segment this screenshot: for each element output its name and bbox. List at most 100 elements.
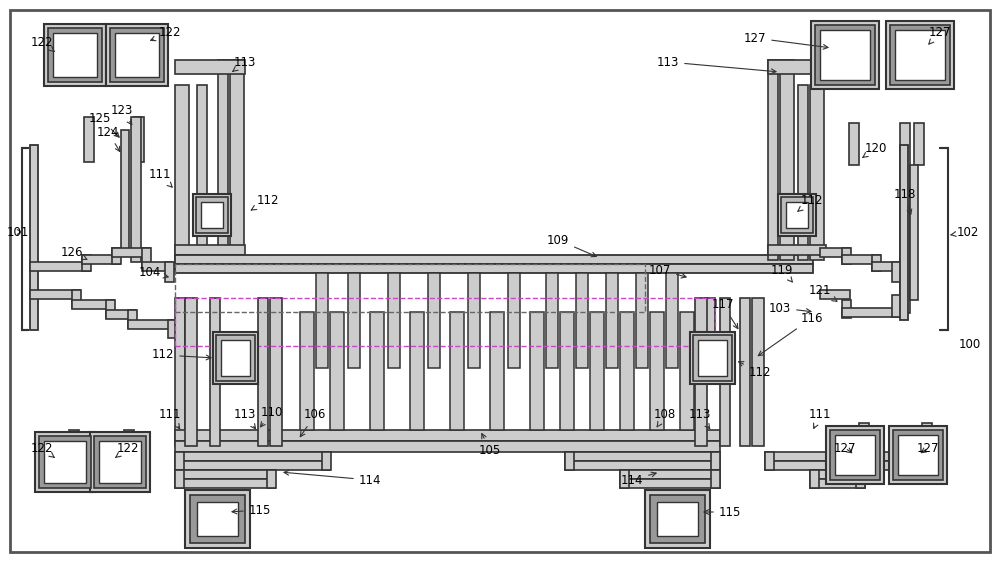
Bar: [842, 300, 851, 318]
Text: 113: 113: [689, 409, 711, 429]
Bar: [620, 479, 720, 488]
Bar: [175, 298, 185, 446]
Text: 121: 121: [809, 283, 837, 301]
Text: 122: 122: [31, 442, 54, 457]
Bar: [892, 295, 901, 317]
Bar: [175, 430, 720, 441]
Bar: [752, 298, 764, 446]
Bar: [922, 423, 932, 455]
Bar: [72, 300, 114, 309]
Text: 101: 101: [7, 225, 29, 238]
Bar: [546, 273, 558, 368]
Text: 118: 118: [894, 188, 916, 214]
Text: 105: 105: [479, 434, 501, 456]
Text: 127: 127: [744, 31, 828, 49]
Bar: [196, 197, 228, 233]
Bar: [820, 290, 850, 299]
Text: 109: 109: [547, 233, 596, 257]
Text: 124: 124: [97, 125, 120, 152]
Bar: [910, 165, 918, 300]
Bar: [106, 310, 136, 319]
Text: 104: 104: [139, 265, 168, 279]
Bar: [890, 25, 950, 85]
Bar: [620, 312, 634, 430]
Bar: [450, 312, 464, 430]
Bar: [175, 60, 245, 74]
Bar: [820, 30, 870, 80]
Bar: [175, 264, 645, 312]
Bar: [106, 24, 168, 86]
Bar: [590, 312, 604, 430]
Text: 114: 114: [284, 470, 381, 487]
Bar: [835, 435, 875, 475]
Bar: [112, 248, 121, 264]
Bar: [175, 461, 330, 470]
Bar: [128, 320, 176, 329]
Text: 125: 125: [89, 111, 119, 137]
Bar: [370, 312, 384, 430]
Bar: [82, 255, 91, 271]
Text: 113: 113: [234, 409, 256, 429]
Bar: [842, 308, 900, 317]
Bar: [322, 452, 331, 470]
Bar: [175, 470, 275, 479]
Bar: [490, 312, 504, 430]
Text: 113: 113: [233, 56, 256, 71]
Bar: [856, 452, 865, 470]
Bar: [849, 123, 859, 165]
Bar: [872, 255, 881, 271]
Text: 110: 110: [260, 406, 283, 427]
Bar: [778, 194, 816, 236]
Bar: [39, 436, 91, 488]
Text: 100: 100: [959, 338, 981, 351]
Bar: [565, 452, 720, 461]
Bar: [30, 262, 90, 271]
Text: 127: 127: [929, 25, 951, 44]
Bar: [388, 273, 400, 368]
Bar: [786, 202, 808, 228]
Bar: [680, 312, 694, 430]
Bar: [175, 470, 184, 488]
Bar: [197, 85, 207, 260]
Bar: [810, 470, 819, 488]
Bar: [666, 273, 678, 368]
Bar: [693, 335, 732, 381]
Text: 122: 122: [151, 25, 181, 40]
Bar: [131, 117, 141, 262]
Bar: [892, 262, 901, 282]
Bar: [348, 273, 360, 368]
Text: 111: 111: [809, 409, 831, 428]
Bar: [110, 28, 164, 82]
Bar: [112, 248, 150, 257]
Bar: [811, 21, 879, 89]
Bar: [690, 332, 735, 384]
Bar: [826, 426, 884, 484]
Bar: [711, 470, 720, 488]
Bar: [872, 262, 900, 271]
Bar: [768, 60, 778, 260]
Text: 122: 122: [31, 35, 54, 52]
Text: 115: 115: [232, 504, 271, 516]
Text: 126: 126: [61, 246, 87, 260]
Bar: [185, 490, 250, 548]
Bar: [270, 298, 282, 446]
Bar: [330, 312, 344, 430]
Bar: [914, 123, 924, 165]
Bar: [705, 298, 715, 348]
Bar: [856, 470, 865, 488]
Bar: [221, 340, 250, 376]
Bar: [768, 245, 826, 255]
Bar: [815, 25, 875, 85]
Bar: [175, 85, 189, 260]
Bar: [193, 194, 231, 236]
Bar: [90, 432, 150, 492]
Text: 116: 116: [758, 311, 823, 356]
Bar: [889, 426, 947, 484]
Bar: [576, 273, 588, 368]
Bar: [84, 117, 94, 162]
Bar: [898, 435, 938, 475]
Bar: [565, 461, 720, 470]
Text: 115: 115: [704, 505, 741, 519]
Bar: [698, 340, 727, 376]
Bar: [201, 202, 223, 228]
